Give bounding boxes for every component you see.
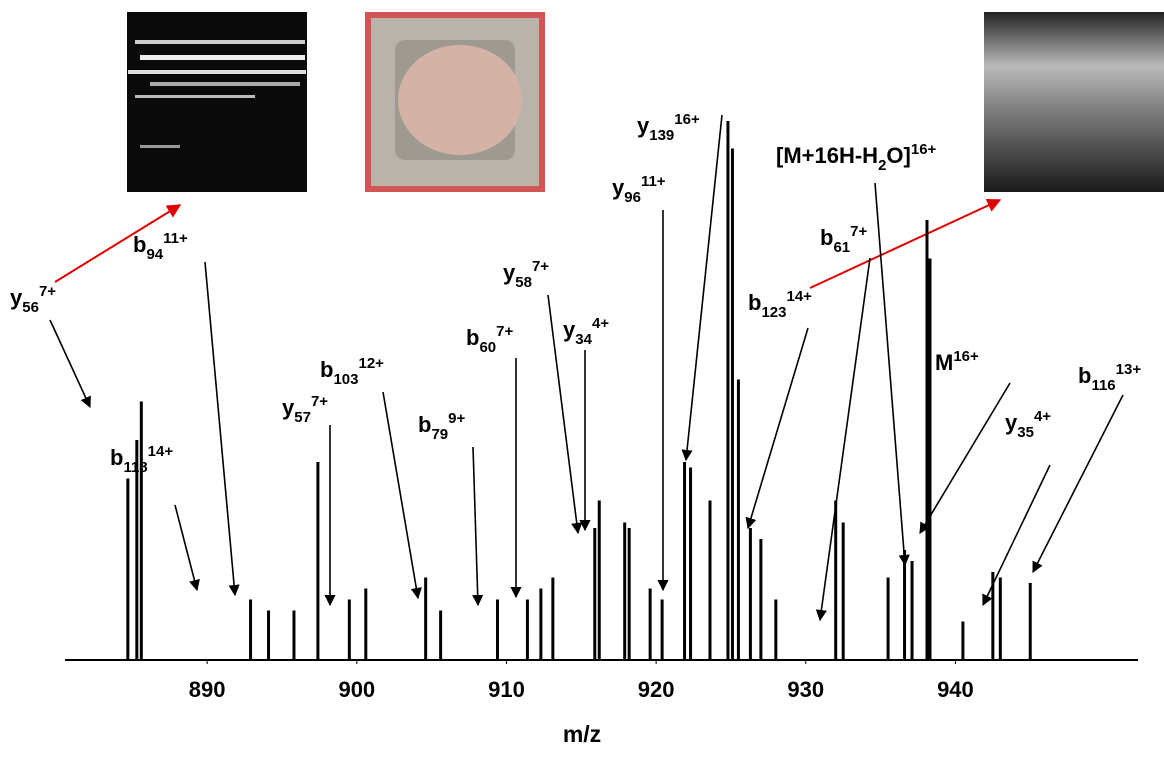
annotation-arrow (49, 319, 91, 409)
annotation-arrow (472, 446, 484, 607)
annotation-part: 118 (123, 459, 147, 476)
annotation: M16+ (935, 348, 979, 375)
annotation: y577+ (282, 393, 328, 426)
annotation-part: y (612, 175, 625, 200)
annotation-part: b (418, 412, 431, 437)
annotation-part: 56 (22, 299, 39, 316)
annotation-arrow (745, 327, 809, 530)
annotation: y9611+ (612, 173, 666, 206)
annotation-part: y (10, 285, 23, 310)
annotation-arrow (382, 391, 422, 600)
annotation-part: 96 (624, 189, 641, 206)
annotation-part: 60 (479, 339, 496, 356)
annotation-part: O] (886, 143, 910, 168)
annotation-part: 116 (1091, 377, 1115, 394)
annotation: b11814+ (110, 443, 173, 476)
annotation-part: 34 (575, 331, 592, 348)
annotation: y13916+ (637, 111, 700, 144)
annotation-part: 7+ (850, 223, 867, 240)
annotation-part: b (133, 232, 146, 257)
x-tick-label: 930 (787, 677, 824, 702)
annotation: y354+ (1005, 408, 1051, 441)
x-tick-label: 910 (488, 677, 525, 702)
annotation: y567+ (10, 283, 56, 316)
annotation-arrow (547, 294, 583, 535)
annotation-part: 57 (294, 409, 311, 426)
annotation-part: 4+ (1034, 408, 1051, 425)
annotation: b12314+ (748, 288, 812, 321)
x-tick-label: 900 (338, 677, 375, 702)
x-tick-label: 920 (638, 677, 675, 702)
inset-image-left (127, 12, 307, 192)
annotation: b10312+ (320, 355, 384, 388)
annotation-arrow (919, 382, 1011, 534)
annotation-arrow (1032, 394, 1124, 573)
annotation-part: b (110, 445, 123, 470)
annotation-part: 13+ (1116, 361, 1142, 378)
annotation-part: 7+ (39, 283, 56, 300)
annotation-part: 35 (1017, 424, 1034, 441)
annotation-part: b (466, 325, 479, 350)
annotation-part: 94 (146, 246, 163, 263)
annotation-part: y (563, 317, 576, 342)
annotation-part: 12+ (358, 355, 384, 372)
annotation-part: 11+ (641, 173, 666, 190)
annotation: b799+ (418, 410, 465, 443)
annotation-part: 11+ (163, 230, 188, 247)
annotation-part: b (320, 357, 333, 382)
annotation: y344+ (563, 315, 609, 348)
annotation-part: b (748, 290, 761, 315)
annotation-part: y (503, 260, 516, 285)
annotation-part: y (637, 113, 650, 138)
annotation-part: 14+ (148, 443, 174, 460)
annotation-part: 9+ (448, 410, 465, 427)
annotation-part: 4+ (592, 315, 609, 332)
annotation-part: M (935, 350, 953, 375)
annotation: b9411+ (133, 230, 188, 263)
annotation-arrow (174, 504, 200, 592)
annotation: [M+16H-H2O]16+ (776, 141, 937, 174)
inset-photo (365, 12, 545, 192)
x-tick-label: 940 (937, 677, 974, 702)
annotation-part: b (1078, 363, 1091, 388)
annotation-arrow (815, 257, 871, 622)
annotation-part: 58 (515, 274, 532, 291)
annotation-part: 7+ (496, 323, 513, 340)
annotation-part: 61 (833, 239, 850, 256)
inset-image-right (984, 12, 1164, 192)
annotation-part: 14+ (786, 288, 812, 305)
annotation: b617+ (820, 223, 867, 256)
annotation-part: y (1005, 410, 1018, 435)
annotation-part: 2 (878, 157, 886, 174)
annotation-part: 139 (649, 127, 674, 144)
annotation-part: 79 (431, 426, 448, 443)
annotation-arrow (874, 182, 910, 567)
annotation-part: y (282, 395, 295, 420)
x-axis-label: m/z (563, 721, 601, 747)
annotation-part: 16+ (674, 111, 700, 128)
annotation-arrow (982, 464, 1051, 607)
annotation-part: 16+ (911, 141, 937, 158)
annotation: b607+ (466, 323, 513, 356)
annotation-part: 16+ (953, 348, 979, 365)
annotation-part: 7+ (311, 393, 328, 410)
red-arrow (809, 198, 1002, 289)
annotation: y587+ (503, 258, 549, 291)
annotation-part: 103 (333, 371, 358, 388)
annotation-arrow (204, 261, 240, 597)
annotation-part: b (820, 225, 833, 250)
annotation-part: [M+16H-H (776, 143, 878, 168)
annotation-arrow (681, 114, 723, 462)
red-arrow (54, 204, 182, 283)
annotation-part: 7+ (532, 258, 549, 275)
annotation: b11613+ (1078, 361, 1141, 394)
x-tick-label: 890 (189, 677, 226, 702)
annotation-part: 123 (761, 304, 786, 321)
